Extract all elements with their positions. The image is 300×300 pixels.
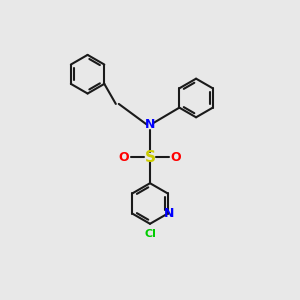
Text: Cl: Cl (144, 229, 156, 239)
Text: S: S (145, 150, 155, 165)
Text: N: N (145, 118, 155, 131)
Text: O: O (171, 151, 182, 164)
Text: O: O (118, 151, 129, 164)
Text: N: N (164, 207, 175, 220)
